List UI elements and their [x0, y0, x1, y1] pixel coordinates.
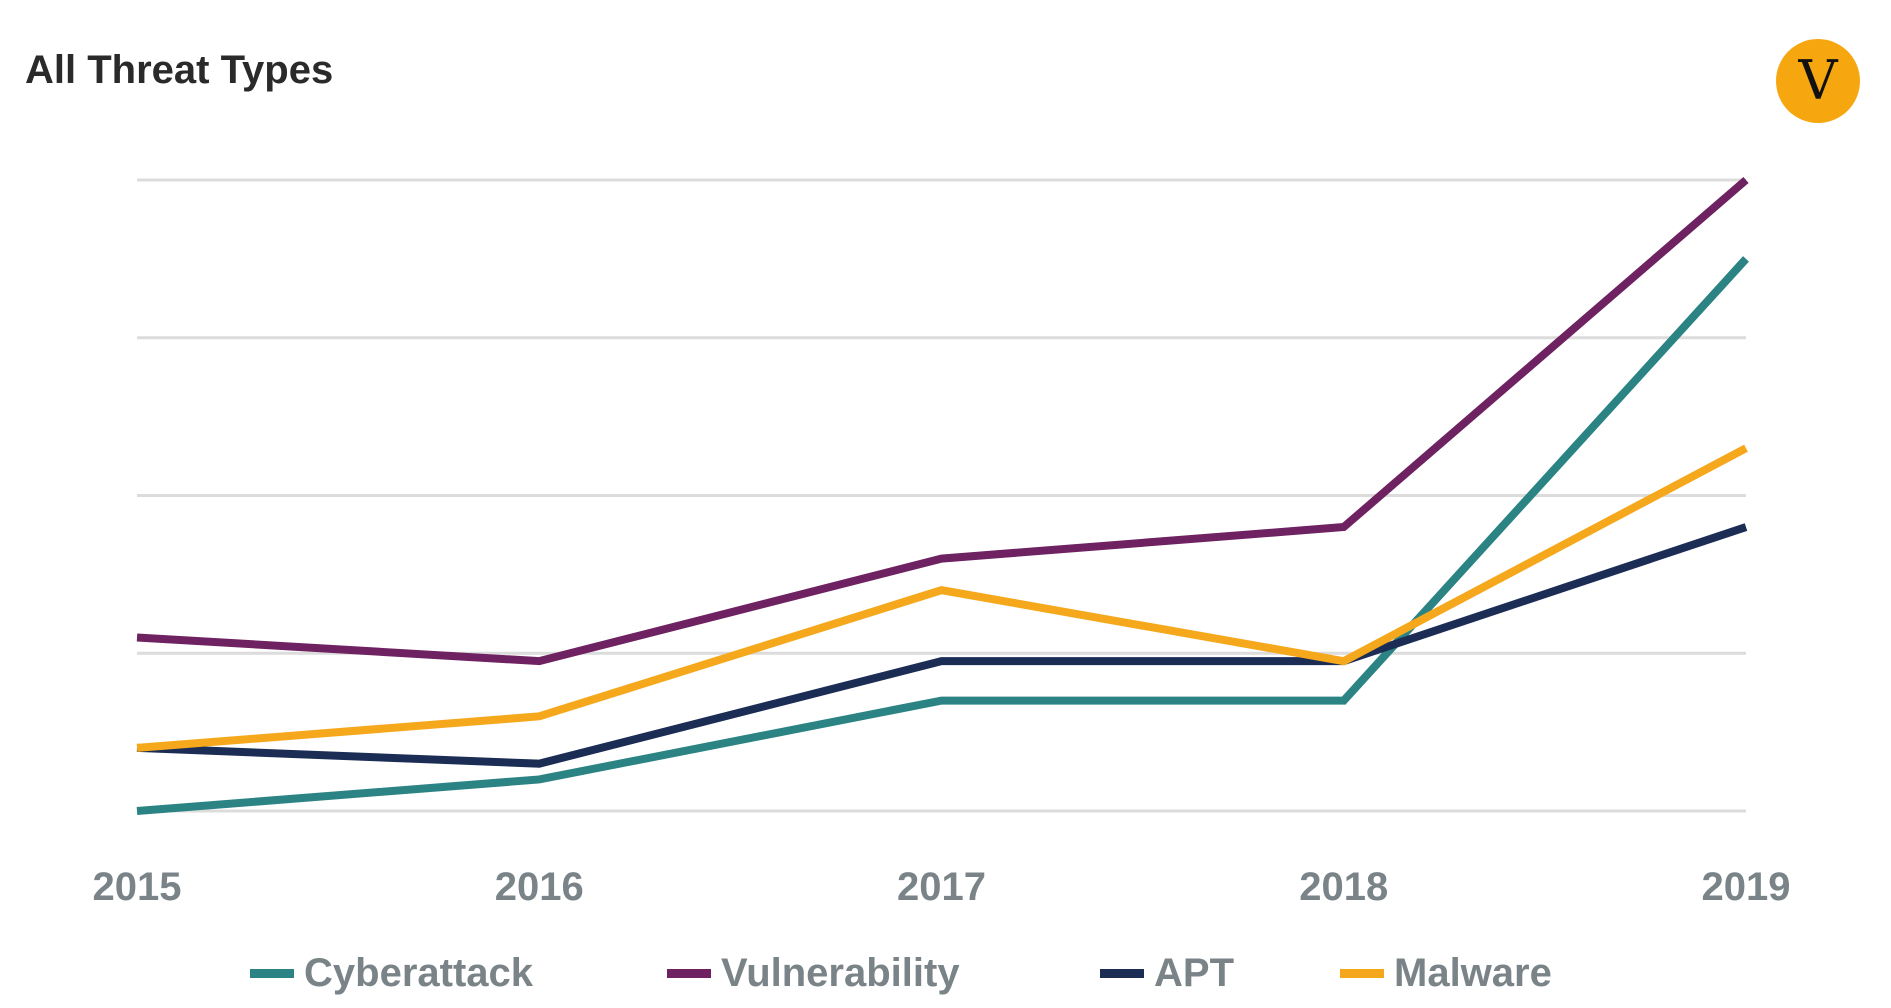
- legend-swatch: [1340, 968, 1384, 978]
- series-lines: [136, 176, 1749, 815]
- legend-item-malware: Malware: [1340, 948, 1552, 998]
- legend-swatch: [250, 968, 294, 978]
- line-chart: 2015 2016 2017 2018 2019: [93, 176, 1791, 909]
- brand-logo: V: [1776, 39, 1860, 123]
- legend-label: APT: [1154, 950, 1234, 995]
- legend-swatch: [667, 968, 711, 978]
- chart-title: All Threat Types: [25, 48, 334, 92]
- x-tick-label: 2018: [1299, 865, 1388, 909]
- legend-item-apt: APT: [1100, 948, 1234, 998]
- x-tick-label: 2019: [1702, 865, 1791, 909]
- series-line-cyberattack: [136, 256, 1749, 815]
- x-axis-ticks: 2015 2016 2017 2018 2019: [93, 865, 1791, 909]
- legend-item-vulnerability: Vulnerability: [667, 948, 960, 998]
- legend-label: Vulnerability: [721, 950, 960, 995]
- x-tick-label: 2015: [93, 865, 182, 909]
- series-line-apt: [136, 523, 1748, 768]
- series-line-malware: [136, 444, 1748, 752]
- x-tick-label: 2017: [897, 865, 986, 909]
- x-tick-label: 2016: [495, 865, 584, 909]
- legend-label: Malware: [1394, 950, 1552, 995]
- legend-label: Cyberattack: [304, 950, 534, 995]
- brand-logo-letter: V: [1798, 49, 1838, 112]
- gridlines: [137, 178, 1746, 813]
- legend: Cyberattack Vulnerability APT Malware: [0, 948, 1891, 998]
- legend-item-cyberattack: Cyberattack: [250, 948, 533, 998]
- legend-swatch: [1100, 968, 1144, 978]
- series-line-vulnerability: [136, 176, 1749, 666]
